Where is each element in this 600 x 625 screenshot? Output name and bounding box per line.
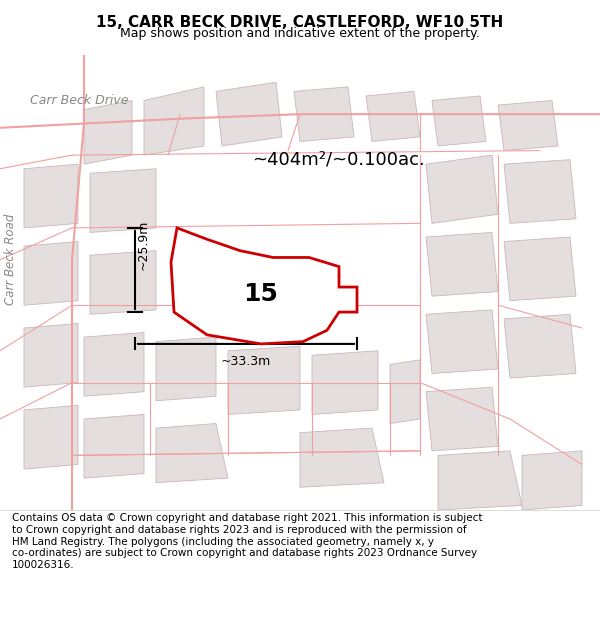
Text: Contains OS data © Crown copyright and database right 2021. This information is : Contains OS data © Crown copyright and d… (12, 514, 482, 570)
Polygon shape (90, 251, 156, 314)
Polygon shape (24, 406, 78, 469)
Polygon shape (390, 360, 420, 424)
Text: Map shows position and indicative extent of the property.: Map shows position and indicative extent… (120, 27, 480, 39)
Text: 15, CARR BECK DRIVE, CASTLEFORD, WF10 5TH: 15, CARR BECK DRIVE, CASTLEFORD, WF10 5T… (97, 16, 503, 31)
Polygon shape (228, 346, 300, 414)
Text: ~25.9m: ~25.9m (136, 219, 149, 270)
Polygon shape (426, 155, 498, 223)
Polygon shape (522, 451, 582, 510)
Polygon shape (156, 424, 228, 483)
Text: Carr Beck Drive: Carr Beck Drive (30, 94, 128, 107)
Text: ~33.3m: ~33.3m (221, 355, 271, 368)
Text: Carr Beck Road: Carr Beck Road (4, 214, 17, 306)
Polygon shape (498, 101, 558, 151)
Text: 15: 15 (244, 282, 278, 306)
Polygon shape (438, 451, 522, 510)
Polygon shape (426, 310, 498, 374)
Polygon shape (84, 332, 144, 396)
Polygon shape (432, 96, 486, 146)
Polygon shape (426, 387, 498, 451)
Polygon shape (504, 314, 576, 378)
Polygon shape (84, 101, 132, 164)
Polygon shape (171, 228, 357, 344)
Polygon shape (24, 324, 78, 387)
Polygon shape (216, 82, 282, 146)
Polygon shape (504, 237, 576, 301)
Polygon shape (426, 232, 498, 296)
Polygon shape (294, 87, 354, 141)
Polygon shape (24, 164, 78, 228)
Polygon shape (504, 159, 576, 223)
Polygon shape (312, 351, 378, 414)
Polygon shape (366, 91, 420, 141)
Polygon shape (84, 414, 144, 478)
Polygon shape (144, 87, 204, 155)
Text: ~404m²/~0.100ac.: ~404m²/~0.100ac. (252, 151, 425, 169)
Polygon shape (90, 169, 156, 232)
Polygon shape (300, 428, 384, 488)
Polygon shape (156, 337, 216, 401)
Polygon shape (24, 241, 78, 305)
